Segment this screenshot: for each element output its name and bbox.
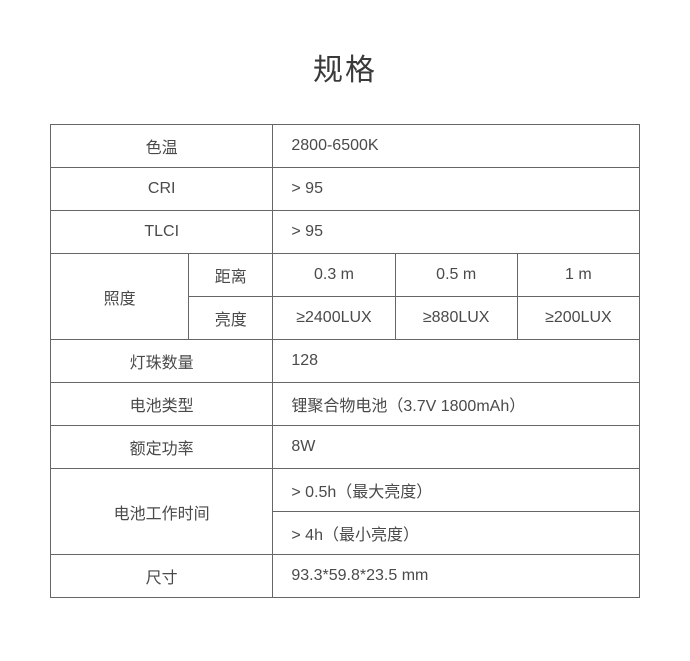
row-tlci: TLCI > 95 [51, 211, 640, 254]
label-tlci: TLCI [51, 211, 273, 254]
distance-1: 0.5 m [395, 254, 517, 297]
value-battery-type: 锂聚合物电池（3.7V 1800mAh） [273, 383, 640, 426]
label-battery-life: 电池工作时间 [51, 469, 273, 555]
row-led-count: 灯珠数量 128 [51, 340, 640, 383]
row-dimensions: 尺寸 93.3*59.8*23.5 mm [51, 555, 640, 598]
distance-0: 0.3 m [273, 254, 395, 297]
value-battery-life-1: > 4h（最小亮度） [273, 512, 640, 555]
brightness-1: ≥880LUX [395, 297, 517, 340]
value-cri: > 95 [273, 168, 640, 211]
brightness-0: ≥2400LUX [273, 297, 395, 340]
label-dimensions: 尺寸 [51, 555, 273, 598]
label-color-temp: 色温 [51, 125, 273, 168]
row-color-temp: 色温 2800-6500K [51, 125, 640, 168]
value-battery-life-0: > 0.5h（最大亮度） [273, 469, 640, 512]
label-rated-power: 额定功率 [51, 426, 273, 469]
value-led-count: 128 [273, 340, 640, 383]
brightness-2: ≥200LUX [517, 297, 639, 340]
value-tlci: > 95 [273, 211, 640, 254]
value-dimensions: 93.3*59.8*23.5 mm [273, 555, 640, 598]
label-led-count: 灯珠数量 [51, 340, 273, 383]
label-battery-type: 电池类型 [51, 383, 273, 426]
label-illuminance: 照度 [51, 254, 189, 340]
label-cri: CRI [51, 168, 273, 211]
value-rated-power: 8W [273, 426, 640, 469]
distance-2: 1 m [517, 254, 639, 297]
value-color-temp: 2800-6500K [273, 125, 640, 168]
row-cri: CRI > 95 [51, 168, 640, 211]
row-battery-type: 电池类型 锂聚合物电池（3.7V 1800mAh） [51, 383, 640, 426]
spec-title: 规格 [313, 45, 377, 89]
label-distance: 距离 [189, 254, 273, 297]
row-illum-distance: 照度 距离 0.3 m 0.5 m 1 m [51, 254, 640, 297]
label-brightness: 亮度 [189, 297, 273, 340]
row-battery-life-1: 电池工作时间 > 0.5h（最大亮度） [51, 469, 640, 512]
spec-table: 色温 2800-6500K CRI > 95 TLCI > 95 照度 距离 0… [50, 124, 640, 598]
row-rated-power: 额定功率 8W [51, 426, 640, 469]
